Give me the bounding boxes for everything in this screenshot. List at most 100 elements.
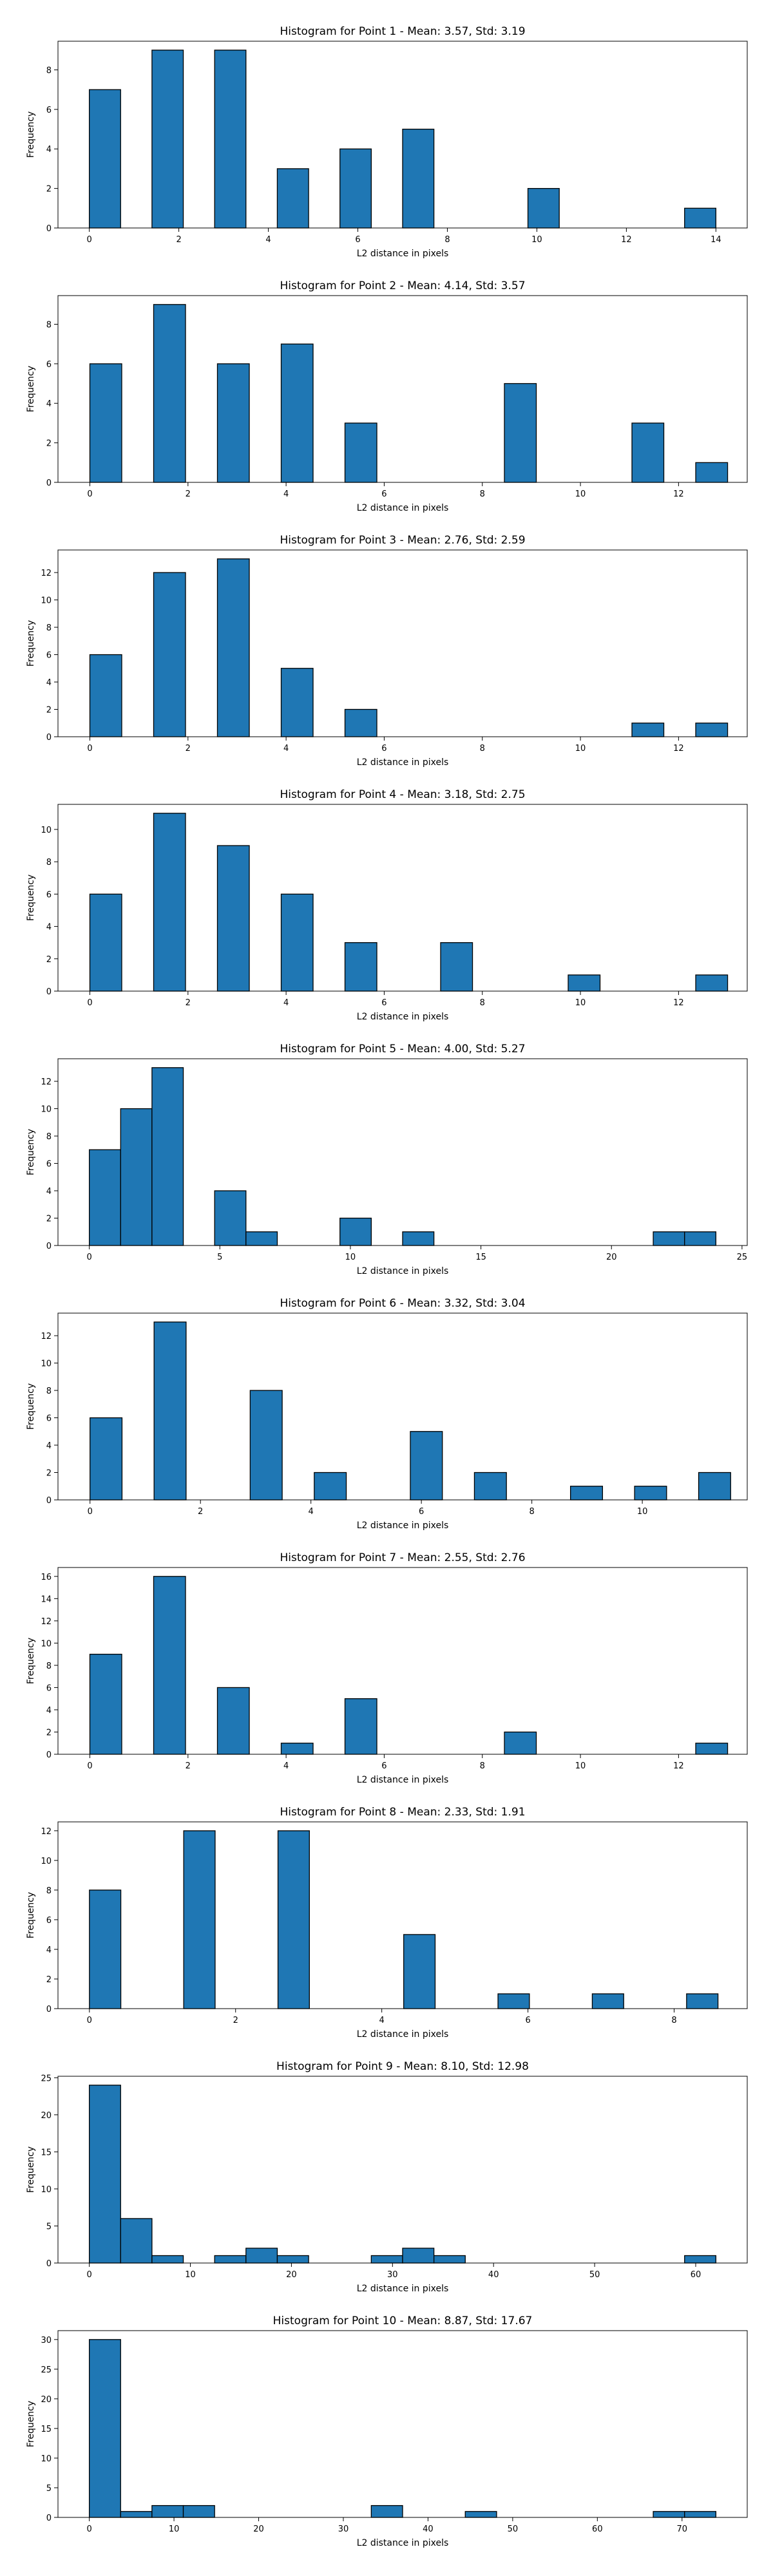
histogram-bar xyxy=(88,2339,121,2518)
histogram-panel-6: Histogram for Point 6 - Mean: 3.32, Std:… xyxy=(26,1297,748,1531)
y-tick-label: 2 xyxy=(46,1215,52,1224)
histogram-bar xyxy=(151,1067,184,1246)
y-tick-label: 4 xyxy=(46,1187,52,1197)
y-axis-label: Frequency xyxy=(26,1892,36,1938)
y-tick-label: 10 xyxy=(41,2185,52,2195)
histogram-bar xyxy=(88,2085,121,2264)
x-axis-label: L2 distance in pixels xyxy=(357,2029,449,2040)
histogram-bar xyxy=(153,572,186,737)
y-tick-label: 8 xyxy=(46,1132,52,1142)
x-tick-label: 10 xyxy=(575,1761,586,1771)
histogram-bar xyxy=(120,2511,153,2518)
x-tick-label: 12 xyxy=(673,744,684,753)
chart-title: Histogram for Point 8 - Mean: 2.33, Std:… xyxy=(280,1806,525,1819)
histogram-bar xyxy=(182,2505,215,2518)
x-tick-label: 6 xyxy=(381,1761,386,1771)
x-tick-label: 12 xyxy=(673,998,684,1008)
axes-frame xyxy=(57,804,748,992)
x-tick-label: 30 xyxy=(338,2524,349,2534)
histogram-bar xyxy=(120,2218,153,2264)
y-tick-label: 0 xyxy=(46,733,52,743)
chart-title: Histogram for Point 10 - Mean: 8.87, Std… xyxy=(273,2315,533,2327)
axes-frame xyxy=(57,2330,748,2518)
x-tick-label: 8 xyxy=(671,2016,676,2025)
histogram-bar xyxy=(410,1431,443,1501)
histogram-bar xyxy=(504,1731,537,1755)
y-tick-label: 6 xyxy=(46,106,52,115)
histogram-panel-4: Histogram for Point 4 - Mean: 3.18, Std:… xyxy=(26,788,748,1022)
x-tick-label: 0 xyxy=(87,744,92,753)
axes-frame xyxy=(57,1567,748,1755)
y-tick-label: 10 xyxy=(41,1857,52,1866)
y-tick-label: 0 xyxy=(46,1242,52,1251)
y-tick-label: 2 xyxy=(46,1728,52,1738)
x-tick-label: 40 xyxy=(488,2270,499,2280)
x-tick-label: 20 xyxy=(253,2524,264,2534)
y-axis-label: Frequency xyxy=(26,1383,36,1430)
y-tick-label: 10 xyxy=(41,1105,52,1115)
x-tick-label: 25 xyxy=(737,1253,748,1262)
y-tick-label: 16 xyxy=(41,1573,52,1582)
y-tick-label: 14 xyxy=(41,1595,52,1604)
x-tick-label: 8 xyxy=(480,489,485,499)
axes-frame xyxy=(57,2076,748,2264)
x-tick-label: 50 xyxy=(589,2270,600,2280)
x-tick-label: 0 xyxy=(87,998,92,1008)
x-tick-label: 30 xyxy=(387,2270,398,2280)
x-tick-label: 8 xyxy=(444,235,450,245)
y-tick-label: 6 xyxy=(46,360,52,370)
y-tick-label: 4 xyxy=(46,145,52,155)
histogram-bar xyxy=(339,148,372,229)
x-tick-label: 6 xyxy=(355,235,360,245)
histogram-bar xyxy=(440,942,473,992)
y-tick-label: 10 xyxy=(41,1359,52,1369)
y-tick-label: 30 xyxy=(41,2336,52,2345)
axes-frame xyxy=(57,1312,748,1501)
axes-frame xyxy=(57,1058,748,1246)
histogram-bar xyxy=(216,1687,250,1755)
histogram-bar xyxy=(216,845,250,992)
x-tick-label: 4 xyxy=(283,489,289,499)
histogram-bar xyxy=(214,2255,247,2264)
x-tick-label: 0 xyxy=(86,2270,91,2280)
x-axis-label: L2 distance in pixels xyxy=(357,249,449,259)
chart-title: Histogram for Point 5 - Mean: 4.00, Std:… xyxy=(280,1043,525,1056)
y-tick-label: 0 xyxy=(46,224,52,234)
x-axis-label: L2 distance in pixels xyxy=(357,1266,449,1276)
histogram-bar xyxy=(695,462,729,483)
y-tick-label: 8 xyxy=(46,623,52,633)
x-tick-label: 0 xyxy=(87,1761,92,1771)
x-tick-label: 0 xyxy=(86,1253,91,1262)
histogram-bar xyxy=(370,2255,403,2264)
histogram-bar xyxy=(214,50,247,229)
y-tick-label: 4 xyxy=(46,923,52,933)
histogram-bar xyxy=(89,1889,122,2009)
y-tick-label: 6 xyxy=(46,1160,52,1170)
histogram-bar xyxy=(631,422,665,483)
y-axis-label: Frequency xyxy=(26,1129,36,1175)
histogram-bar xyxy=(183,1830,216,2009)
y-tick-label: 2 xyxy=(46,1469,52,1479)
y-tick-label: 5 xyxy=(46,2484,52,2494)
histogram-bar xyxy=(653,1231,685,1246)
y-tick-label: 6 xyxy=(46,890,52,900)
y-tick-label: 8 xyxy=(46,66,52,75)
chart-title: Histogram for Point 3 - Mean: 2.76, Std:… xyxy=(280,534,525,547)
axes-frame xyxy=(57,41,748,229)
histogram-bar xyxy=(698,1472,731,1501)
x-tick-label: 8 xyxy=(480,744,485,753)
y-tick-label: 12 xyxy=(41,1827,52,1837)
x-tick-label: 6 xyxy=(419,1507,424,1517)
y-tick-label: 4 xyxy=(46,1441,52,1451)
histogram-bar xyxy=(249,1390,283,1501)
axes-frame xyxy=(57,549,748,737)
y-tick-label: 0 xyxy=(46,478,52,488)
histogram-bar xyxy=(433,2255,466,2264)
x-tick-label: 60 xyxy=(691,2270,701,2280)
y-tick-label: 0 xyxy=(46,2005,52,2014)
x-tick-label: 50 xyxy=(508,2524,519,2534)
x-axis-label: L2 distance in pixels xyxy=(357,503,449,513)
x-tick-label: 12 xyxy=(673,1761,684,1771)
y-axis-label: Frequency xyxy=(26,1638,36,1684)
x-tick-label: 6 xyxy=(381,489,386,499)
